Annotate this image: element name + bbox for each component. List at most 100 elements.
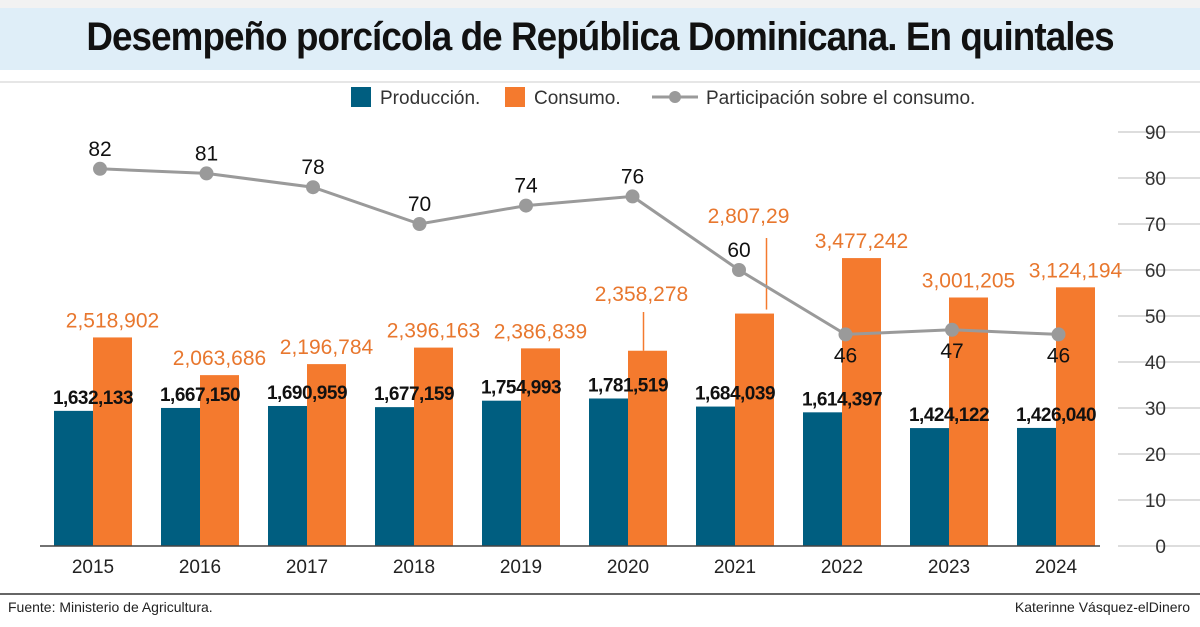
y-tick-label: 30	[1145, 399, 1166, 420]
legend-marker-participacion	[669, 91, 681, 103]
leader-lines	[642, 238, 768, 351]
y-axis-right: 0 10 20 30 40 50 60 70 80 90	[1118, 123, 1200, 558]
bar-produccion	[482, 400, 521, 546]
data-label-produccion: 1,684,039	[695, 384, 775, 405]
y-tick-label: 0	[1155, 537, 1166, 558]
bar-consumo	[93, 337, 132, 546]
bars-produccion	[54, 398, 1056, 546]
x-tick-label: 2020	[607, 557, 649, 578]
bar-produccion	[375, 407, 414, 546]
x-tick-label: 2015	[72, 557, 114, 578]
participacion-marker	[732, 263, 746, 277]
bar-produccion	[696, 406, 735, 546]
data-label-consumo: 3,477,242	[815, 230, 908, 253]
participacion-marker	[519, 198, 533, 213]
x-tick-label: 2021	[714, 557, 756, 578]
y-tick-label: 80	[1145, 169, 1166, 190]
data-label-participacion: 82	[88, 138, 111, 161]
bar-produccion	[589, 398, 628, 546]
x-tick-label: 2023	[928, 557, 970, 578]
data-label-consumo: 3,001,205	[922, 270, 1015, 293]
x-tick-label: 2016	[179, 557, 221, 578]
participacion-marker	[199, 166, 214, 181]
author-credit: Katerinne Vásquez-elDinero	[1014, 599, 1190, 615]
x-tick-label: 2024	[1035, 557, 1078, 578]
data-label-participacion: 76	[621, 165, 644, 188]
data-label-produccion: 1,632,133	[53, 388, 133, 409]
y-tick-label: 70	[1145, 215, 1166, 236]
data-label-consumo: 2,386,839	[494, 320, 587, 343]
data-label-participacion: 46	[834, 344, 857, 367]
data-label-produccion: 1,677,159	[374, 384, 454, 405]
legend-label-participacion: Participación sobre el consumo.	[706, 88, 975, 109]
bar-consumo	[949, 297, 988, 546]
data-label-participacion: 74	[514, 175, 538, 198]
participacion-marker	[945, 322, 959, 337]
y-tick-label: 10	[1145, 491, 1166, 512]
chart-area: Producción. Consumo. Participación sobre…	[0, 81, 1200, 595]
legend-label-produccion: Producción.	[380, 88, 480, 109]
legend-label-consumo: Consumo.	[534, 88, 621, 109]
data-label-participacion: 60	[727, 239, 750, 262]
data-label-produccion: 1,426,040	[1016, 405, 1096, 426]
data-label-produccion: 1,667,150	[160, 385, 240, 406]
y-tick-label: 50	[1145, 307, 1166, 328]
chart-title: Desempeño porcícola de República Dominic…	[86, 15, 1114, 59]
data-label-produccion: 1,690,959	[267, 383, 347, 404]
top-band	[0, 0, 1200, 8]
data-label-consumo: 2,063,686	[173, 347, 266, 370]
bar-consumo	[521, 348, 560, 546]
participacion-path	[99, 167, 1059, 336]
data-label-consumo: 2,807,29	[708, 205, 790, 228]
bar-produccion	[803, 412, 842, 546]
labels-participacion: 82 81 78 70 74 76 60 46 47 46	[88, 138, 1070, 368]
participacion-marker	[412, 217, 427, 231]
bar-consumo	[842, 258, 881, 546]
data-label-participacion: 47	[940, 340, 963, 363]
data-label-participacion: 46	[1047, 344, 1070, 367]
data-label-consumo: 2,358,278	[595, 283, 688, 306]
y-tick-label: 60	[1145, 261, 1166, 282]
data-label-produccion: 1,424,122	[909, 405, 989, 426]
x-tick-label: 2022	[821, 557, 863, 578]
labels-consumo: 2,518,902 2,063,686 2,196,784 2,396,163 2,38…	[66, 205, 1123, 370]
data-label-consumo: 3,124,194	[1029, 259, 1123, 282]
title-band	[0, 8, 1200, 70]
bar-consumo	[735, 313, 774, 546]
data-label-produccion: 1,754,993	[481, 378, 561, 399]
labels-produccion: 1,632,133 1,667,150 1,690,959 1,677,159 1,75…	[53, 375, 1097, 426]
participacion-line	[93, 161, 1066, 342]
y-tick-label: 90	[1145, 123, 1166, 144]
data-label-consumo: 2,396,163	[387, 320, 480, 343]
bar-produccion	[161, 407, 200, 546]
data-label-produccion: 1,781,519	[588, 375, 668, 396]
bar-consumo	[200, 375, 239, 546]
source-note: Fuente: Ministerio de Agricultura.	[8, 599, 213, 615]
participacion-marker	[838, 327, 853, 342]
data-label-participacion: 81	[195, 142, 218, 165]
y-tick-label: 20	[1145, 445, 1166, 466]
participacion-marker	[625, 189, 640, 204]
bar-produccion	[54, 410, 93, 546]
bars-consumo	[93, 258, 1095, 546]
data-label-consumo: 2,196,784	[280, 336, 374, 359]
bar-produccion	[910, 428, 949, 546]
x-tick-label: 2018	[393, 557, 435, 578]
bar-consumo	[307, 364, 346, 546]
data-label-produccion: 1,614,397	[802, 389, 882, 410]
bar-produccion	[1017, 427, 1056, 546]
legend-swatch-consumo	[505, 87, 525, 107]
bar-consumo	[414, 347, 453, 546]
x-tick-label: 2019	[500, 557, 542, 578]
legend: Producción. Consumo. Participación sobre…	[351, 87, 975, 109]
participacion-marker	[1051, 327, 1066, 342]
x-tick-label: 2017	[286, 557, 328, 578]
bar-produccion	[268, 405, 307, 546]
data-label-participacion: 78	[301, 156, 324, 179]
participacion-marker	[93, 161, 107, 176]
y-tick-label: 40	[1145, 353, 1166, 374]
data-label-participacion: 70	[408, 193, 431, 216]
participacion-marker	[306, 180, 320, 195]
x-axis: 2015 2016 2017 2018 2019 2020 2021 2022 2023 2024	[40, 545, 1100, 578]
data-label-consumo: 2,518,902	[66, 309, 159, 332]
